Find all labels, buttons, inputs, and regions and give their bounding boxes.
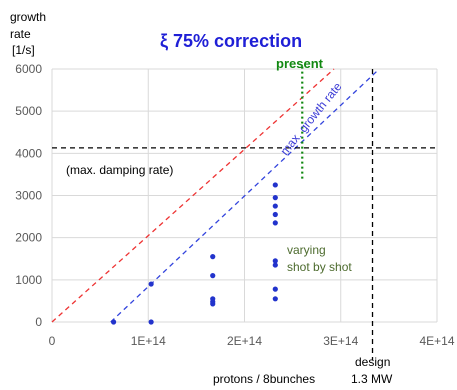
data-point [272, 262, 278, 268]
reference-line-1 [110, 68, 380, 323]
x-axis-title: protons / 8bunches [213, 372, 315, 386]
x-tick-label: 3E+14 [323, 334, 358, 348]
data-point [210, 273, 216, 279]
label-layer: ξ 75% correction growth rate [1/s] proto… [10, 10, 393, 386]
varying-label-line-2: shot by shot [287, 260, 352, 274]
grid-layer: 0 1000 2000 3000 4000 5000 6000 0 1E+14 2E+14 3E+1… [15, 62, 455, 348]
y-tick-label: 5000 [15, 104, 42, 118]
varying-label-line-1: varying [287, 243, 326, 257]
data-point [272, 296, 278, 302]
data-point [210, 254, 216, 260]
data-point [272, 182, 278, 188]
y-tick-label: 1000 [15, 273, 42, 287]
y-tick-label: 0 [35, 315, 42, 329]
chart-title: ξ 75% correction [160, 31, 302, 52]
design-label-line-2: 1.3 MW [351, 372, 393, 386]
data-point [272, 258, 278, 264]
data-point [272, 195, 278, 201]
y-tick-label: 4000 [15, 146, 42, 160]
y-tick-label: 2000 [15, 231, 42, 245]
present-label: present [276, 56, 324, 71]
data-point [148, 319, 154, 325]
design-label-line-1: design [355, 355, 390, 369]
max-damping-label: (max. damping rate) [66, 163, 173, 177]
max-growth-rate-label: max. growth rate [277, 79, 344, 158]
y-axis-title-line-3: [1/s] [12, 43, 35, 57]
point-layer [111, 182, 278, 325]
data-point [272, 211, 278, 218]
y-axis-title-line-1: growth [10, 10, 46, 24]
data-point [272, 286, 278, 292]
x-tick-label: 4E+14 [419, 334, 454, 348]
data-point [111, 319, 117, 325]
line-layer [51, 64, 437, 360]
data-point [210, 301, 216, 307]
y-tick-label: 6000 [15, 62, 42, 76]
data-point [272, 203, 278, 209]
data-point [148, 281, 154, 287]
x-tick-label: 0 [49, 334, 56, 348]
x-tick-label: 2E+14 [227, 334, 262, 348]
y-axis-title-line-2: rate [10, 27, 31, 41]
data-point [272, 220, 278, 226]
y-tick-label: 3000 [15, 189, 42, 203]
x-tick-label: 1E+14 [131, 334, 166, 348]
reference-line-0 [51, 68, 335, 323]
